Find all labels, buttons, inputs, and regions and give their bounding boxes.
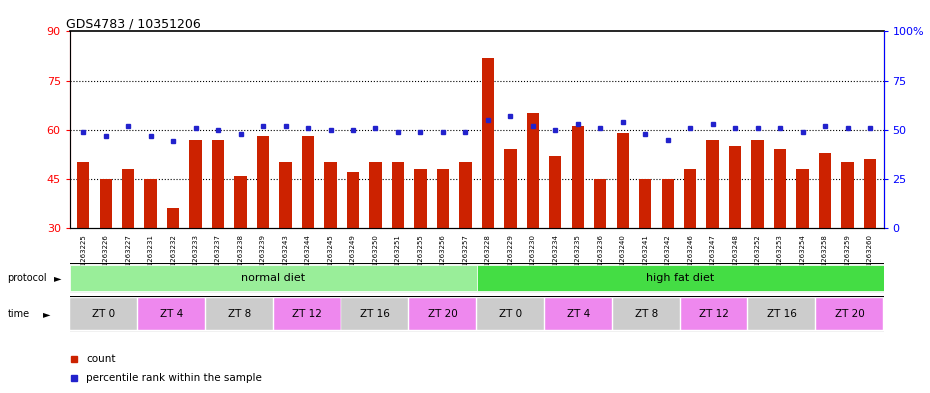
FancyBboxPatch shape bbox=[341, 298, 408, 330]
Bar bbox=[437, 169, 449, 228]
FancyBboxPatch shape bbox=[817, 298, 883, 330]
Bar bbox=[639, 179, 651, 228]
Bar bbox=[707, 140, 719, 228]
Text: protocol: protocol bbox=[7, 273, 47, 283]
FancyBboxPatch shape bbox=[138, 298, 205, 330]
FancyBboxPatch shape bbox=[476, 265, 884, 291]
Text: ZT 8: ZT 8 bbox=[634, 309, 658, 319]
Bar bbox=[751, 140, 764, 228]
Bar bbox=[729, 146, 741, 228]
Bar bbox=[594, 179, 606, 228]
Text: ZT 0: ZT 0 bbox=[499, 309, 522, 319]
Bar bbox=[144, 179, 157, 228]
Text: ►: ► bbox=[54, 273, 61, 283]
Text: ZT 4: ZT 4 bbox=[160, 309, 183, 319]
Text: ZT 16: ZT 16 bbox=[767, 309, 797, 319]
Text: GDS4783 / 10351206: GDS4783 / 10351206 bbox=[66, 17, 201, 30]
Bar bbox=[617, 133, 629, 228]
Text: ZT 8: ZT 8 bbox=[228, 309, 251, 319]
FancyBboxPatch shape bbox=[545, 298, 612, 330]
Bar bbox=[572, 127, 584, 228]
Bar bbox=[257, 136, 270, 228]
Bar bbox=[414, 169, 427, 228]
Bar bbox=[167, 208, 179, 228]
Text: ZT 0: ZT 0 bbox=[92, 309, 115, 319]
Bar bbox=[526, 113, 539, 228]
FancyBboxPatch shape bbox=[273, 298, 340, 330]
FancyBboxPatch shape bbox=[206, 298, 272, 330]
Text: high fat diet: high fat diet bbox=[646, 273, 714, 283]
Bar bbox=[212, 140, 224, 228]
Text: time: time bbox=[7, 309, 30, 320]
Text: ZT 4: ZT 4 bbox=[566, 309, 590, 319]
Bar bbox=[234, 176, 246, 228]
Text: ZT 16: ZT 16 bbox=[360, 309, 390, 319]
Bar bbox=[347, 172, 359, 228]
Bar bbox=[842, 162, 854, 228]
Text: ►: ► bbox=[43, 309, 50, 320]
Bar bbox=[504, 149, 516, 228]
Bar bbox=[392, 162, 405, 228]
Bar bbox=[661, 179, 674, 228]
Bar bbox=[684, 169, 697, 228]
FancyBboxPatch shape bbox=[70, 265, 476, 291]
Bar bbox=[122, 169, 134, 228]
Text: ZT 12: ZT 12 bbox=[699, 309, 729, 319]
FancyBboxPatch shape bbox=[613, 298, 680, 330]
Bar bbox=[77, 162, 89, 228]
Bar bbox=[549, 156, 562, 228]
Text: ZT 20: ZT 20 bbox=[428, 309, 458, 319]
Bar bbox=[774, 149, 786, 228]
Text: ZT 20: ZT 20 bbox=[835, 309, 865, 319]
Text: ZT 12: ZT 12 bbox=[292, 309, 322, 319]
Text: normal diet: normal diet bbox=[241, 273, 305, 283]
Bar bbox=[459, 162, 472, 228]
Bar bbox=[369, 162, 381, 228]
Bar bbox=[819, 152, 831, 228]
Bar bbox=[796, 169, 809, 228]
Bar bbox=[190, 140, 202, 228]
FancyBboxPatch shape bbox=[70, 298, 137, 330]
Bar bbox=[100, 179, 112, 228]
FancyBboxPatch shape bbox=[749, 298, 816, 330]
Bar bbox=[279, 162, 292, 228]
Bar bbox=[302, 136, 314, 228]
FancyBboxPatch shape bbox=[409, 298, 476, 330]
Bar bbox=[864, 159, 876, 228]
Bar bbox=[482, 58, 494, 228]
Text: percentile rank within the sample: percentile rank within the sample bbox=[86, 373, 262, 383]
Text: count: count bbox=[86, 354, 115, 364]
FancyBboxPatch shape bbox=[477, 298, 544, 330]
FancyBboxPatch shape bbox=[681, 298, 748, 330]
Bar bbox=[325, 162, 337, 228]
